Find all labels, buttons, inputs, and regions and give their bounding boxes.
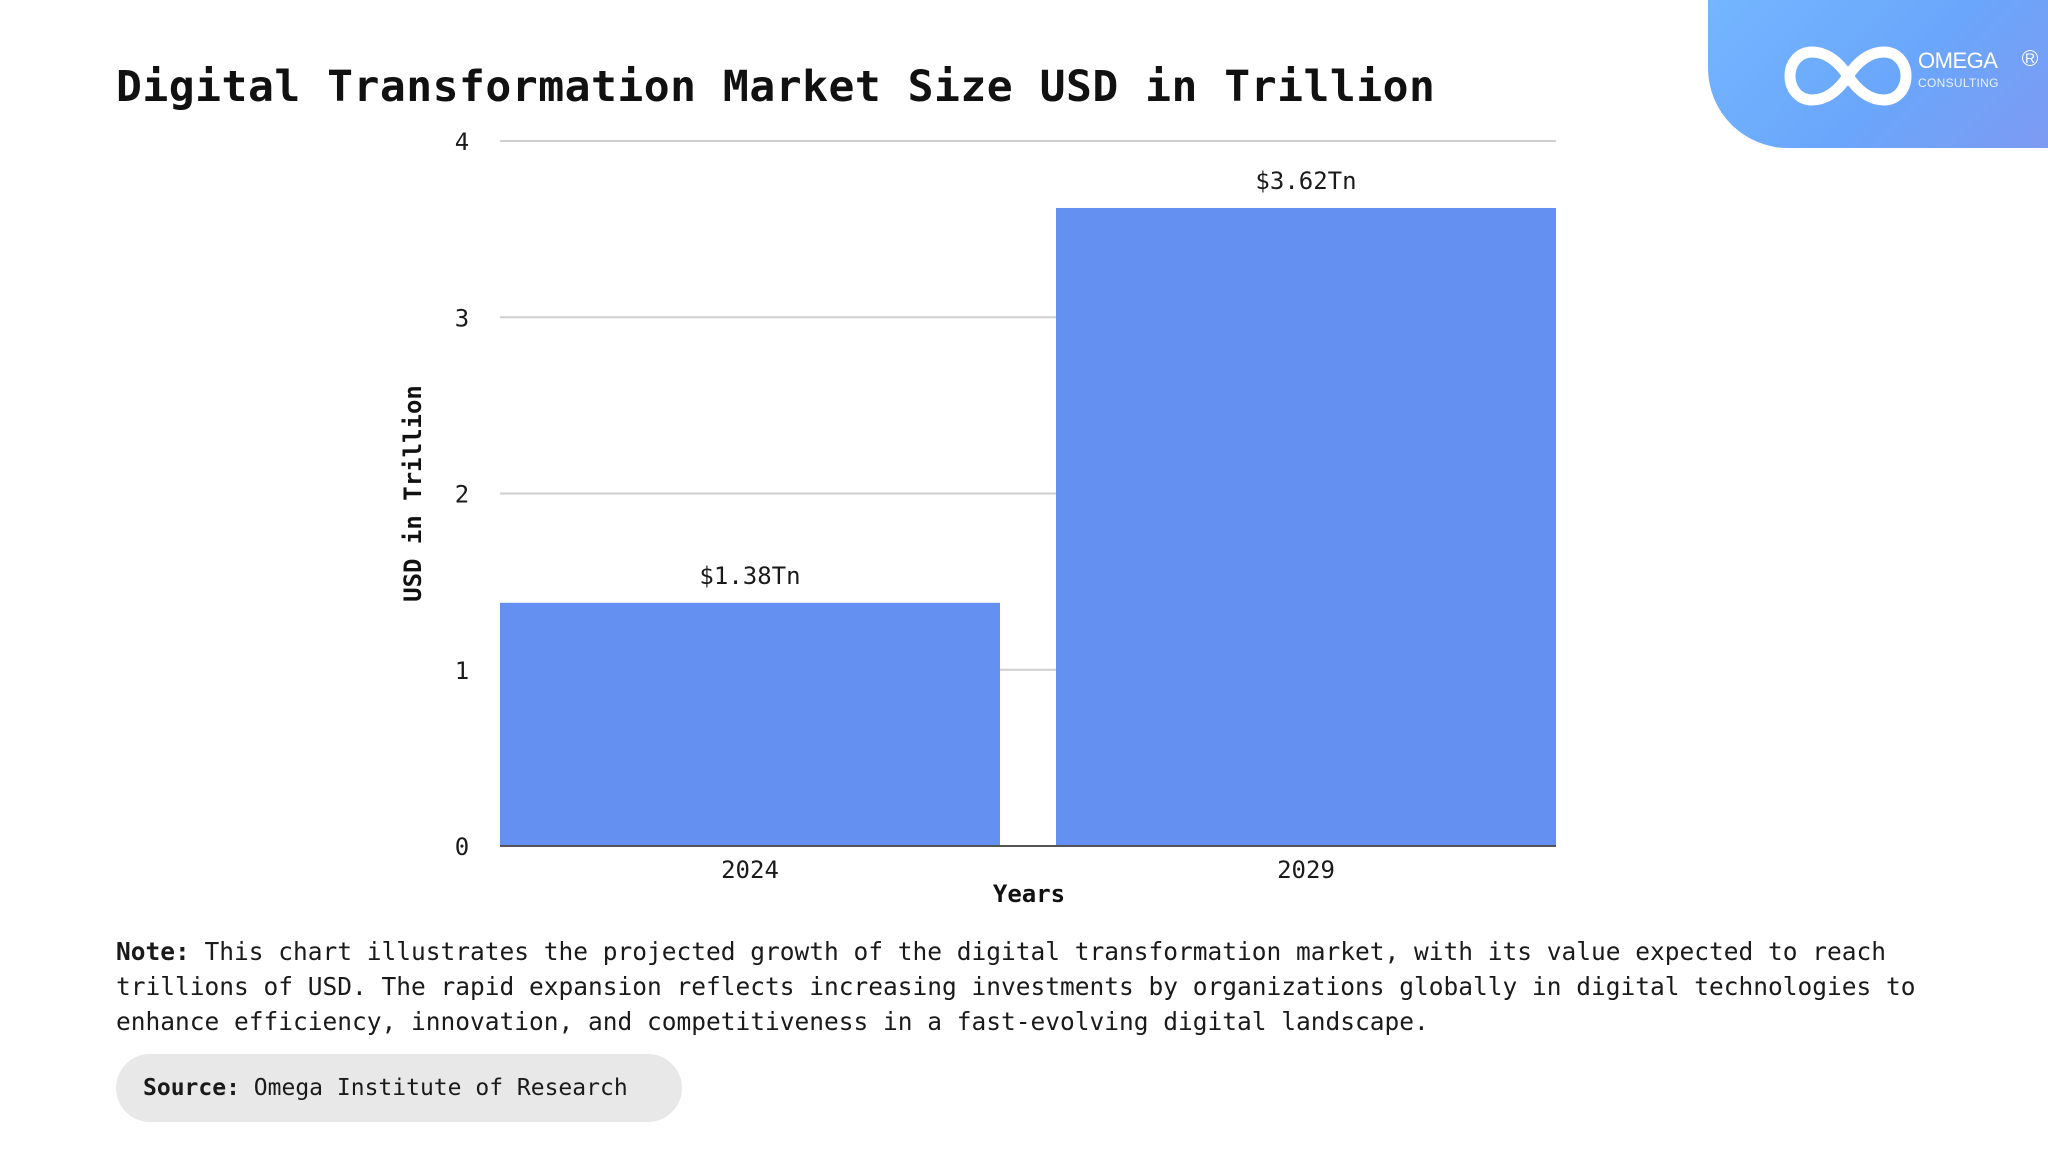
logo-subtitle: CONSULTING [1918,76,1999,90]
y-tick-label: 0 [455,833,469,861]
y-tick-label: 1 [455,657,469,685]
note-text: This chart illustrates the projected gro… [116,937,1916,1036]
source-text: Omega Institute of Research [253,1075,628,1101]
logo-banner: OMEGA R CONSULTING [1708,0,2048,148]
bar [1056,207,1556,847]
data-label: $1.38Tn [699,562,800,590]
bar [500,602,1000,846]
chart-title: Digital Transformation Market Size USD i… [116,62,1436,112]
x-axis-title: Years [993,880,1065,908]
y-tick-label: 3 [455,304,469,332]
chart-note: Note: This chart illustrates the project… [116,934,1956,1039]
y-axis-title: USD in Trillion [399,385,427,602]
y-tick-label: 4 [455,128,469,156]
registered-mark: R [2022,50,2038,66]
infinity-logo-icon [1784,46,1912,106]
data-label: $3.62Tn [1255,167,1356,195]
bar-chart: 0 1 2 3 4 $1.38Tn 2024 $3.62Tn 2029 Years USD in T… [399,128,1556,908]
source-label: Source: [143,1075,240,1101]
logo-wordmark: OMEGA [1918,48,1998,73]
y-tick-label: 2 [455,481,469,509]
note-label: Note: [116,937,190,966]
x-tick-label: 2024 [721,856,779,884]
source-pill: Source: Omega Institute of Research [116,1054,682,1122]
x-tick-label: 2029 [1277,856,1335,884]
